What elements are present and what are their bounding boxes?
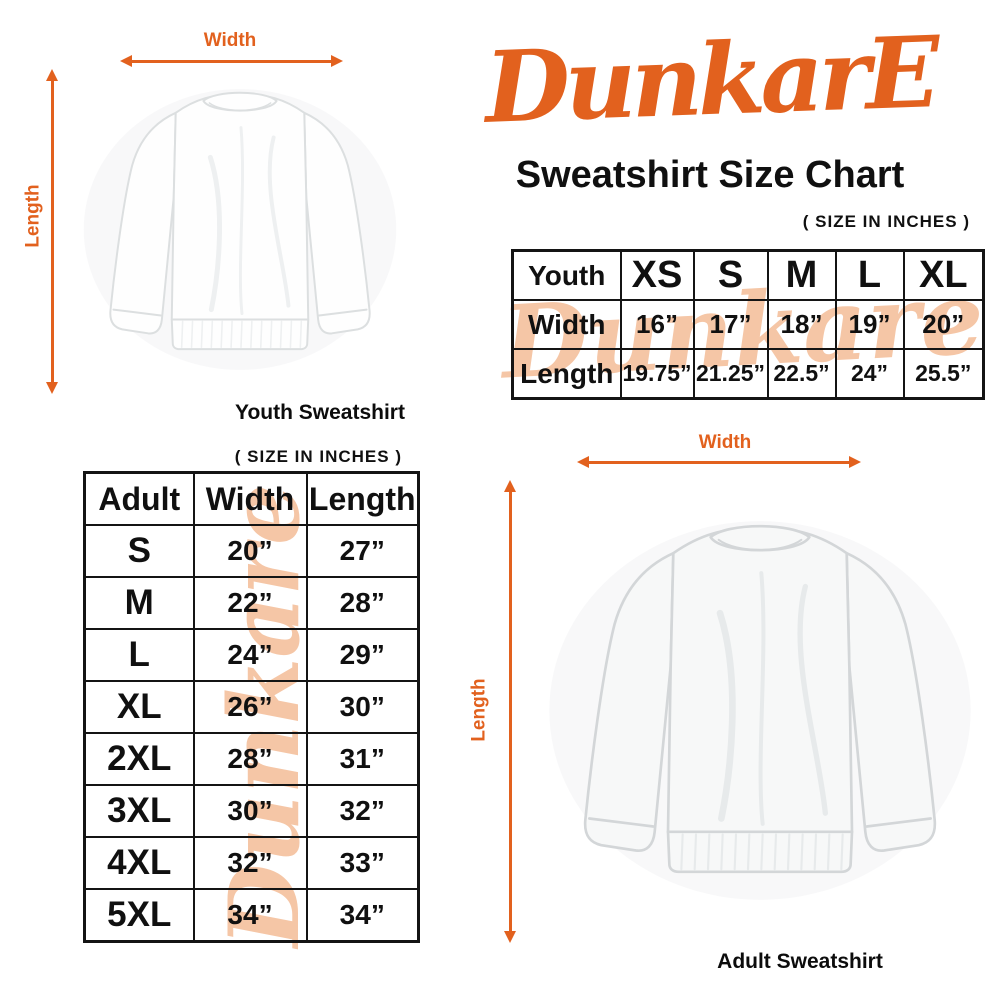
youth-width-label: Width — [203, 30, 257, 51]
table-row: S 20” 27” — [83, 524, 420, 578]
adult-size-value: 20” — [192, 524, 308, 578]
adult-length-arrow-icon — [504, 480, 516, 943]
adult-col-header: Length — [305, 471, 420, 526]
adult-size-value: 29” — [305, 628, 420, 682]
adult-size-value: 32” — [305, 784, 420, 838]
youth-size-value: 24” — [834, 348, 905, 400]
adult-size-label: 4XL — [83, 836, 195, 890]
adult-col-header: Width — [192, 471, 308, 526]
youth-sweatshirt-caption: Youth Sweatshirt — [235, 401, 405, 424]
youth-size-value: 18” — [766, 299, 837, 350]
table-row: 3XL 30” 32” — [83, 784, 420, 838]
youth-col-header: XS — [619, 249, 695, 301]
adult-sweatshirt-image — [520, 490, 1000, 931]
adult-header-row: Adult Width Length — [83, 471, 420, 526]
adult-size-table: Adult Width Length S 20” 27” M 22” 28” L… — [83, 471, 420, 943]
youth-col-header: Youth — [511, 249, 622, 301]
table-row: 4XL 32” 33” — [83, 836, 420, 890]
adult-size-value: 30” — [192, 784, 308, 838]
adult-size-value: 30” — [305, 680, 420, 734]
table-row: M 22” 28” — [83, 576, 420, 630]
youth-size-value: 21.25” — [692, 348, 769, 400]
youth-sweatshirt-image — [62, 66, 418, 393]
table-row: 5XL 34” 34” — [83, 888, 420, 943]
youth-size-value: 16” — [619, 299, 695, 350]
adult-size-label: XL — [83, 680, 195, 734]
adult-size-value: 26” — [192, 680, 308, 734]
table-row: L 24” 29” — [83, 628, 420, 682]
youth-col-header: L — [834, 249, 905, 301]
adult-size-value: 34” — [305, 888, 420, 943]
youth-row-label: Length — [511, 348, 622, 400]
adult-sweatshirt-caption: Adult Sweatshirt — [717, 950, 883, 973]
brand-logo: DunkarE — [483, 14, 937, 146]
youth-length-arrow-icon — [46, 69, 58, 394]
youth-size-value: 19” — [834, 299, 905, 350]
adult-size-value: 33” — [305, 836, 420, 890]
adult-size-label: M — [83, 576, 195, 630]
adult-units-note: ( SIZE IN INCHES ) — [234, 447, 402, 466]
youth-header-row: Youth XS S M L XL — [511, 249, 985, 301]
adult-size-label: 3XL — [83, 784, 195, 838]
adult-size-value: 27” — [305, 524, 420, 578]
adult-size-label: L — [83, 628, 195, 682]
adult-size-label: 2XL — [83, 732, 195, 786]
youth-size-value: 20” — [902, 299, 985, 350]
adult-size-label: 5XL — [83, 888, 195, 943]
youth-units-note: ( SIZE IN INCHES ) — [802, 212, 970, 231]
adult-size-value: 34” — [192, 888, 308, 943]
youth-size-value: 25.5” — [902, 348, 985, 400]
youth-size-value: 19.75” — [619, 348, 695, 400]
youth-size-value: 17” — [692, 299, 769, 350]
youth-width-row: Width 16” 17” 18” 19” 20” — [511, 299, 985, 350]
adult-width-label: Width — [698, 432, 752, 453]
youth-size-table: Youth XS S M L XL Width 16” 17” 18” 19” … — [511, 249, 985, 400]
youth-width-arrow-icon — [120, 55, 343, 67]
adult-size-value: 24” — [192, 628, 308, 682]
adult-width-arrow-icon — [577, 456, 861, 468]
adult-length-label: Length — [468, 678, 490, 742]
adult-size-value: 32” — [192, 836, 308, 890]
page-title: Sweatshirt Size Chart — [515, 154, 905, 196]
adult-size-value: 28” — [192, 732, 308, 786]
youth-col-header: S — [692, 249, 769, 301]
table-row: 2XL 28” 31” — [83, 732, 420, 786]
youth-length-row: Length 19.75” 21.25” 22.5” 24” 25.5” — [511, 348, 985, 400]
adult-size-value: 31” — [305, 732, 420, 786]
adult-size-value: 22” — [192, 576, 308, 630]
adult-size-value: 28” — [305, 576, 420, 630]
adult-size-label: S — [83, 524, 195, 578]
youth-col-header: M — [766, 249, 837, 301]
table-row: XL 26” 30” — [83, 680, 420, 734]
adult-col-header: Adult — [83, 471, 195, 526]
youth-row-label: Width — [511, 299, 622, 350]
youth-size-value: 22.5” — [766, 348, 837, 400]
youth-length-label: Length — [22, 184, 44, 248]
youth-col-header: XL — [902, 249, 985, 301]
